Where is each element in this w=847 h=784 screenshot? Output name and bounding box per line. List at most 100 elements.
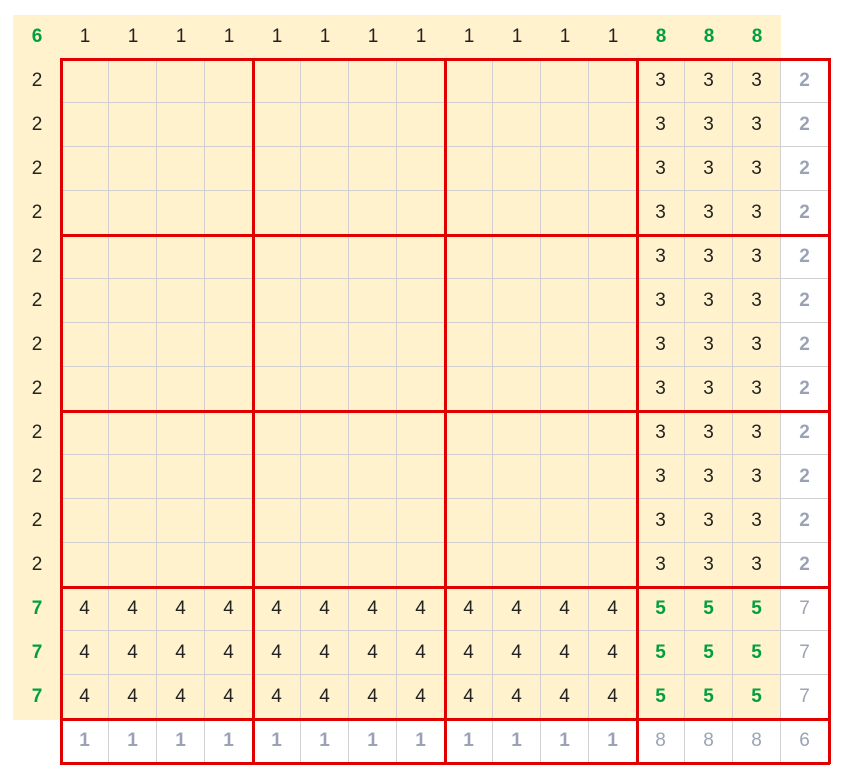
grid-cell[interactable]	[397, 411, 445, 455]
grid-cell[interactable]: 4	[109, 675, 157, 719]
grid-cell[interactable]	[589, 279, 637, 323]
grid-cell[interactable]	[253, 103, 301, 147]
grid-cell[interactable]	[589, 323, 637, 367]
grid-cell[interactable]	[589, 367, 637, 411]
grid-cell[interactable]: 5	[637, 675, 685, 719]
grid-cell[interactable]	[301, 103, 349, 147]
grid-cell[interactable]	[397, 367, 445, 411]
grid-cell[interactable]: 4	[109, 631, 157, 675]
grid-cell[interactable]	[445, 499, 493, 543]
grid-cell[interactable]: 3	[685, 279, 733, 323]
grid-cell[interactable]	[589, 455, 637, 499]
grid-cell[interactable]	[253, 323, 301, 367]
grid-cell[interactable]	[493, 367, 541, 411]
grid-cell[interactable]: 3	[685, 323, 733, 367]
grid-cell[interactable]: 1	[397, 719, 445, 763]
grid-cell[interactable]	[253, 191, 301, 235]
grid-cell[interactable]	[109, 147, 157, 191]
grid-cell[interactable]	[397, 103, 445, 147]
grid-cell[interactable]	[157, 367, 205, 411]
grid-cell[interactable]: 2	[781, 279, 829, 323]
grid-cell[interactable]: 4	[541, 675, 589, 719]
grid-cell[interactable]	[397, 455, 445, 499]
grid-cell[interactable]: 3	[637, 323, 685, 367]
grid-cell[interactable]	[61, 411, 109, 455]
grid-cell[interactable]: 4	[205, 631, 253, 675]
grid-cell[interactable]: 3	[685, 543, 733, 587]
grid-cell[interactable]	[157, 455, 205, 499]
grid-cell[interactable]	[109, 235, 157, 279]
grid-cell[interactable]: 2	[781, 411, 829, 455]
grid-cell[interactable]	[493, 411, 541, 455]
grid-cell[interactable]	[589, 411, 637, 455]
grid-cell[interactable]	[301, 499, 349, 543]
grid-cell[interactable]	[445, 323, 493, 367]
grid-cell[interactable]: 2	[781, 103, 829, 147]
grid-cell[interactable]	[205, 147, 253, 191]
grid-cell[interactable]	[109, 59, 157, 103]
grid-cell[interactable]: 8	[637, 719, 685, 763]
grid-cell[interactable]: 1	[61, 719, 109, 763]
grid-cell[interactable]: 3	[637, 499, 685, 543]
grid-cell[interactable]	[253, 235, 301, 279]
grid-cell[interactable]: 5	[733, 675, 781, 719]
grid-cell[interactable]	[61, 59, 109, 103]
grid-cell[interactable]	[61, 323, 109, 367]
grid-cell[interactable]: 3	[685, 59, 733, 103]
grid-cell[interactable]: 3	[685, 367, 733, 411]
grid-cell[interactable]	[541, 543, 589, 587]
grid-cell[interactable]	[109, 411, 157, 455]
grid-cell[interactable]: 2	[781, 59, 829, 103]
grid-cell[interactable]: 3	[685, 147, 733, 191]
grid-cell[interactable]: 4	[493, 631, 541, 675]
grid-cell[interactable]	[445, 543, 493, 587]
grid-cell[interactable]	[61, 279, 109, 323]
grid-cell[interactable]: 3	[637, 235, 685, 279]
grid-cell[interactable]: 5	[733, 631, 781, 675]
grid-cell[interactable]: 1	[253, 719, 301, 763]
grid-cell[interactable]	[589, 543, 637, 587]
grid-cell[interactable]	[589, 147, 637, 191]
grid-cell[interactable]: 2	[781, 323, 829, 367]
grid-cell[interactable]	[349, 367, 397, 411]
grid-cell[interactable]: 1	[445, 719, 493, 763]
grid-cell[interactable]: 3	[637, 367, 685, 411]
grid-cell[interactable]	[493, 59, 541, 103]
grid-cell[interactable]	[109, 455, 157, 499]
grid-cell[interactable]: 4	[541, 587, 589, 631]
grid-cell[interactable]: 8	[733, 719, 781, 763]
grid-cell[interactable]	[253, 367, 301, 411]
grid-cell[interactable]	[61, 499, 109, 543]
grid-cell[interactable]	[541, 323, 589, 367]
grid-cell[interactable]	[157, 235, 205, 279]
grid-cell[interactable]: 8	[685, 719, 733, 763]
grid-cell[interactable]: 4	[445, 675, 493, 719]
grid-cell[interactable]	[61, 147, 109, 191]
grid-cell[interactable]	[493, 499, 541, 543]
grid-cell[interactable]: 3	[733, 499, 781, 543]
grid-cell[interactable]	[397, 499, 445, 543]
grid-cell[interactable]: 4	[589, 675, 637, 719]
grid-cell[interactable]	[541, 367, 589, 411]
grid-cell[interactable]: 4	[61, 631, 109, 675]
grid-cell[interactable]: 3	[733, 59, 781, 103]
grid-cell[interactable]	[541, 411, 589, 455]
grid-cell[interactable]	[301, 543, 349, 587]
grid-cell[interactable]	[541, 279, 589, 323]
grid-cell[interactable]	[397, 323, 445, 367]
grid-cell[interactable]	[349, 279, 397, 323]
grid-cell[interactable]	[109, 367, 157, 411]
grid-cell[interactable]: 4	[157, 675, 205, 719]
grid-cell[interactable]	[589, 103, 637, 147]
grid-cell[interactable]: 7	[781, 587, 829, 631]
grid-cell[interactable]	[493, 191, 541, 235]
grid-cell[interactable]	[109, 191, 157, 235]
grid-cell[interactable]	[541, 235, 589, 279]
grid-cell[interactable]	[349, 103, 397, 147]
grid-cell[interactable]	[493, 543, 541, 587]
grid-cell[interactable]	[541, 59, 589, 103]
grid-cell[interactable]: 4	[445, 587, 493, 631]
grid-cell[interactable]	[445, 367, 493, 411]
grid-cell[interactable]: 2	[781, 235, 829, 279]
grid-cell[interactable]: 3	[637, 147, 685, 191]
